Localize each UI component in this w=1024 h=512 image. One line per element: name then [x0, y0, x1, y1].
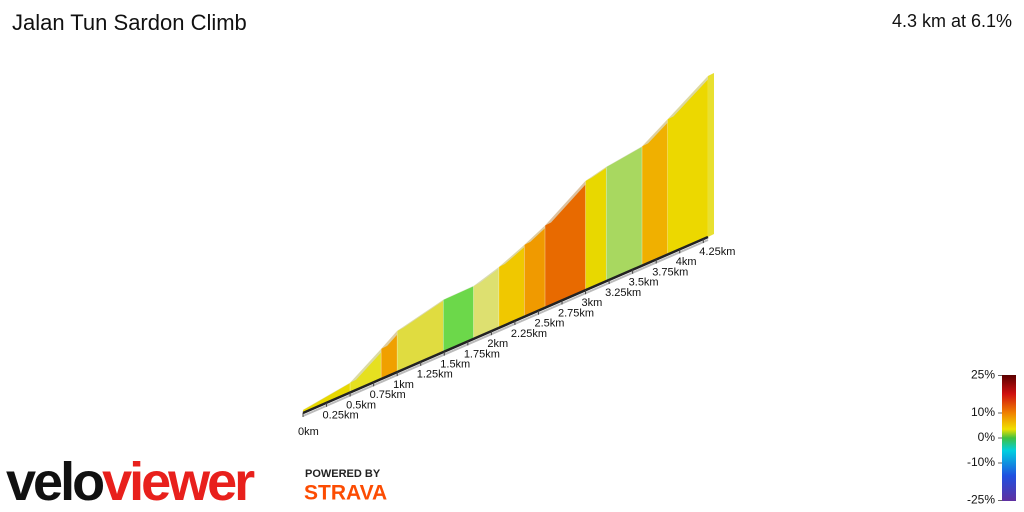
colorbar: [1002, 375, 1016, 501]
x-tick-label: 3.5km: [629, 277, 659, 289]
colorbar-label: 25%: [971, 368, 995, 382]
profile-top: [545, 177, 592, 226]
x-tick-label: 1km: [393, 379, 414, 391]
colorbar-label: 10%: [971, 405, 995, 419]
profile-segment: [544, 180, 586, 309]
x-tick-label: 4.25km: [699, 246, 735, 258]
profile-top: [350, 345, 388, 383]
x-tick-label: 3km: [582, 297, 603, 309]
profile-top: [498, 241, 531, 268]
x-tick-label: 4km: [676, 256, 697, 268]
chart-title: Jalan Tun Sardon Climb: [12, 10, 247, 35]
x-tick-label: 2.75km: [558, 307, 594, 319]
x-tick-label: 1.75km: [464, 348, 500, 360]
x-tick-label: 2.25km: [511, 328, 547, 340]
x-tick-label: 3.75km: [652, 266, 688, 278]
x-tick-label: 0.25km: [323, 410, 359, 422]
profile-segment: [585, 166, 607, 291]
logo: veloviewer: [6, 452, 255, 512]
profile-segment: [641, 118, 668, 267]
profile-top: [606, 143, 649, 167]
logo-viewer: viewer: [102, 452, 255, 512]
profile-top: [524, 222, 552, 245]
x-tick-label: 0.5km: [346, 399, 376, 411]
profile-segment: [667, 75, 709, 256]
profile-top: [642, 116, 674, 147]
profile-top: [443, 283, 480, 300]
profile-top: [667, 73, 714, 120]
profile-segment: [524, 224, 546, 318]
profile-end-cap: [708, 73, 714, 237]
profile-segment: [605, 145, 643, 282]
profile-top: [585, 163, 613, 181]
colorbar-label: -10%: [967, 455, 995, 469]
colorbar-label: -25%: [967, 493, 995, 507]
x-tick-label: 0km: [298, 426, 319, 438]
base-edge: [302, 239, 709, 417]
x-tick-label: 1.25km: [417, 369, 453, 381]
strava-logo: STRAVA: [304, 482, 387, 505]
x-tick-label: 2km: [487, 338, 508, 350]
chart-subtitle: 4.3 km at 6.1%: [892, 11, 1012, 31]
profile-top: [303, 379, 357, 410]
x-tick-label: 0.75km: [370, 389, 406, 401]
base-line: [302, 235, 709, 415]
profile-top: [397, 296, 450, 331]
x-tick-label: 2.5km: [534, 318, 564, 330]
x-tick-label: 3.25km: [605, 287, 641, 299]
logo-velo: velo: [6, 452, 103, 512]
colorbar-label: 0%: [978, 430, 996, 444]
powered-by: POWERED BY: [305, 468, 381, 480]
x-tick-label: 1.5km: [440, 359, 470, 371]
profile-top: [473, 264, 505, 287]
